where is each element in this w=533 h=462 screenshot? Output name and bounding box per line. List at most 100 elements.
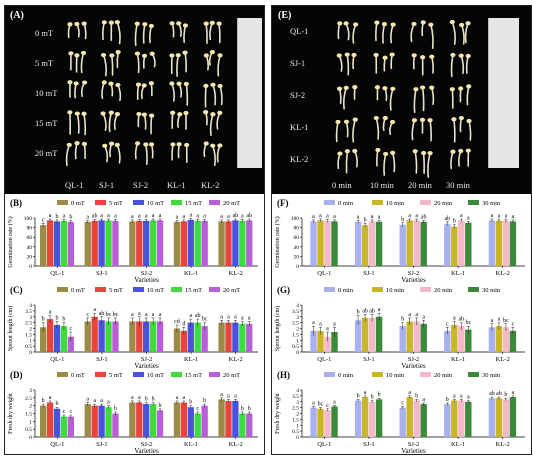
seed <box>81 111 87 116</box>
bar <box>143 404 150 437</box>
bar <box>173 221 181 266</box>
x-axis-label: Varieties <box>401 362 426 370</box>
significance-letter: ab <box>233 213 239 219</box>
y-tick-label: 3.5 <box>292 394 299 400</box>
significance-letter: a <box>234 314 237 320</box>
sprout <box>345 150 349 174</box>
bar <box>180 221 188 266</box>
legend-label: 10 min <box>386 200 405 207</box>
sprout <box>116 21 121 45</box>
seed <box>74 141 80 146</box>
photo-col-label: 0 min <box>332 180 352 190</box>
legend-label: 15 mT <box>185 287 202 294</box>
significance-letter: a <box>183 214 186 220</box>
bar <box>509 397 517 437</box>
seed <box>411 118 418 123</box>
bar <box>156 410 164 437</box>
sprout <box>101 81 106 100</box>
x-tick-label: KL-1 <box>451 441 465 448</box>
bar <box>173 402 181 437</box>
panel-tag: (F) <box>277 198 289 208</box>
bar <box>239 323 246 352</box>
x-tick-label: QL-1 <box>317 441 331 448</box>
bar <box>143 220 150 266</box>
bar <box>451 400 458 437</box>
sprout <box>427 152 431 178</box>
seed <box>169 81 175 86</box>
bar <box>317 330 324 352</box>
seed <box>176 142 182 147</box>
significance-letter: a <box>467 395 470 401</box>
significance-letter: b <box>248 406 251 412</box>
chart-sprout-length-time: (G) 0 min 10 min 20 min 30 min 00.511.522.533… <box>274 285 525 370</box>
legend-swatch <box>420 372 431 377</box>
significance-letter: a <box>114 213 117 219</box>
significance-letter: a <box>505 213 508 219</box>
bar <box>495 326 503 352</box>
sprout <box>102 112 107 131</box>
bar <box>180 402 188 437</box>
y-tick-label: 2 <box>29 404 32 410</box>
bar <box>201 220 208 266</box>
legend-swatch <box>95 287 106 292</box>
significance-letter: a <box>152 312 155 318</box>
bar <box>149 404 157 437</box>
x-axis-label: Varieties <box>134 447 159 455</box>
sprout <box>458 150 462 167</box>
seed <box>203 53 209 58</box>
seed <box>449 19 455 25</box>
bar <box>354 400 362 437</box>
seed <box>374 85 381 90</box>
significance-letter: a <box>319 321 322 327</box>
significance-letter: a <box>333 214 336 220</box>
seed <box>141 53 148 58</box>
bar <box>194 220 201 266</box>
bar <box>53 221 61 266</box>
bar <box>375 399 383 437</box>
photo-col-label: 10 min <box>370 180 394 190</box>
sprout <box>430 55 434 74</box>
significance-letter: a <box>227 314 230 320</box>
significance-letter: a <box>93 307 96 313</box>
bar <box>324 409 331 437</box>
legend-swatch <box>324 372 335 377</box>
bar <box>149 321 157 352</box>
seed <box>419 117 426 122</box>
significance-letter: a <box>364 390 367 396</box>
significance-letter: c <box>196 406 199 412</box>
panel-tag: (D) <box>10 370 23 380</box>
seed <box>81 80 88 85</box>
seed <box>381 21 388 27</box>
legend-label: 20 mT <box>223 372 240 379</box>
seed <box>465 148 471 153</box>
sprout <box>83 143 86 160</box>
bar <box>509 330 517 352</box>
seed <box>217 83 223 89</box>
sprout <box>466 85 470 106</box>
significance-letter: ab <box>246 213 252 219</box>
seed <box>420 20 426 25</box>
significance-letter: b <box>446 397 449 403</box>
seed <box>148 81 154 86</box>
legend-label: 30 min <box>482 287 501 294</box>
bar <box>246 220 253 266</box>
bar <box>225 322 232 352</box>
y-tick-label: 60 <box>27 235 33 241</box>
bar <box>324 336 331 352</box>
seed <box>465 53 471 59</box>
significance-letter: b <box>357 393 360 399</box>
sprout <box>337 152 341 170</box>
bar <box>91 220 98 266</box>
photo-row-label: 10 mT <box>35 88 58 98</box>
photo-row-label: 5 mT <box>35 58 54 68</box>
seed <box>429 54 435 59</box>
seed <box>102 143 108 148</box>
significance-letter: a <box>460 213 463 219</box>
significance-letter: a <box>220 314 223 320</box>
seed <box>203 83 209 88</box>
seed <box>217 143 223 148</box>
bar <box>53 324 61 352</box>
legend-swatch <box>209 200 220 205</box>
seed <box>141 83 147 88</box>
sprout <box>134 22 139 47</box>
